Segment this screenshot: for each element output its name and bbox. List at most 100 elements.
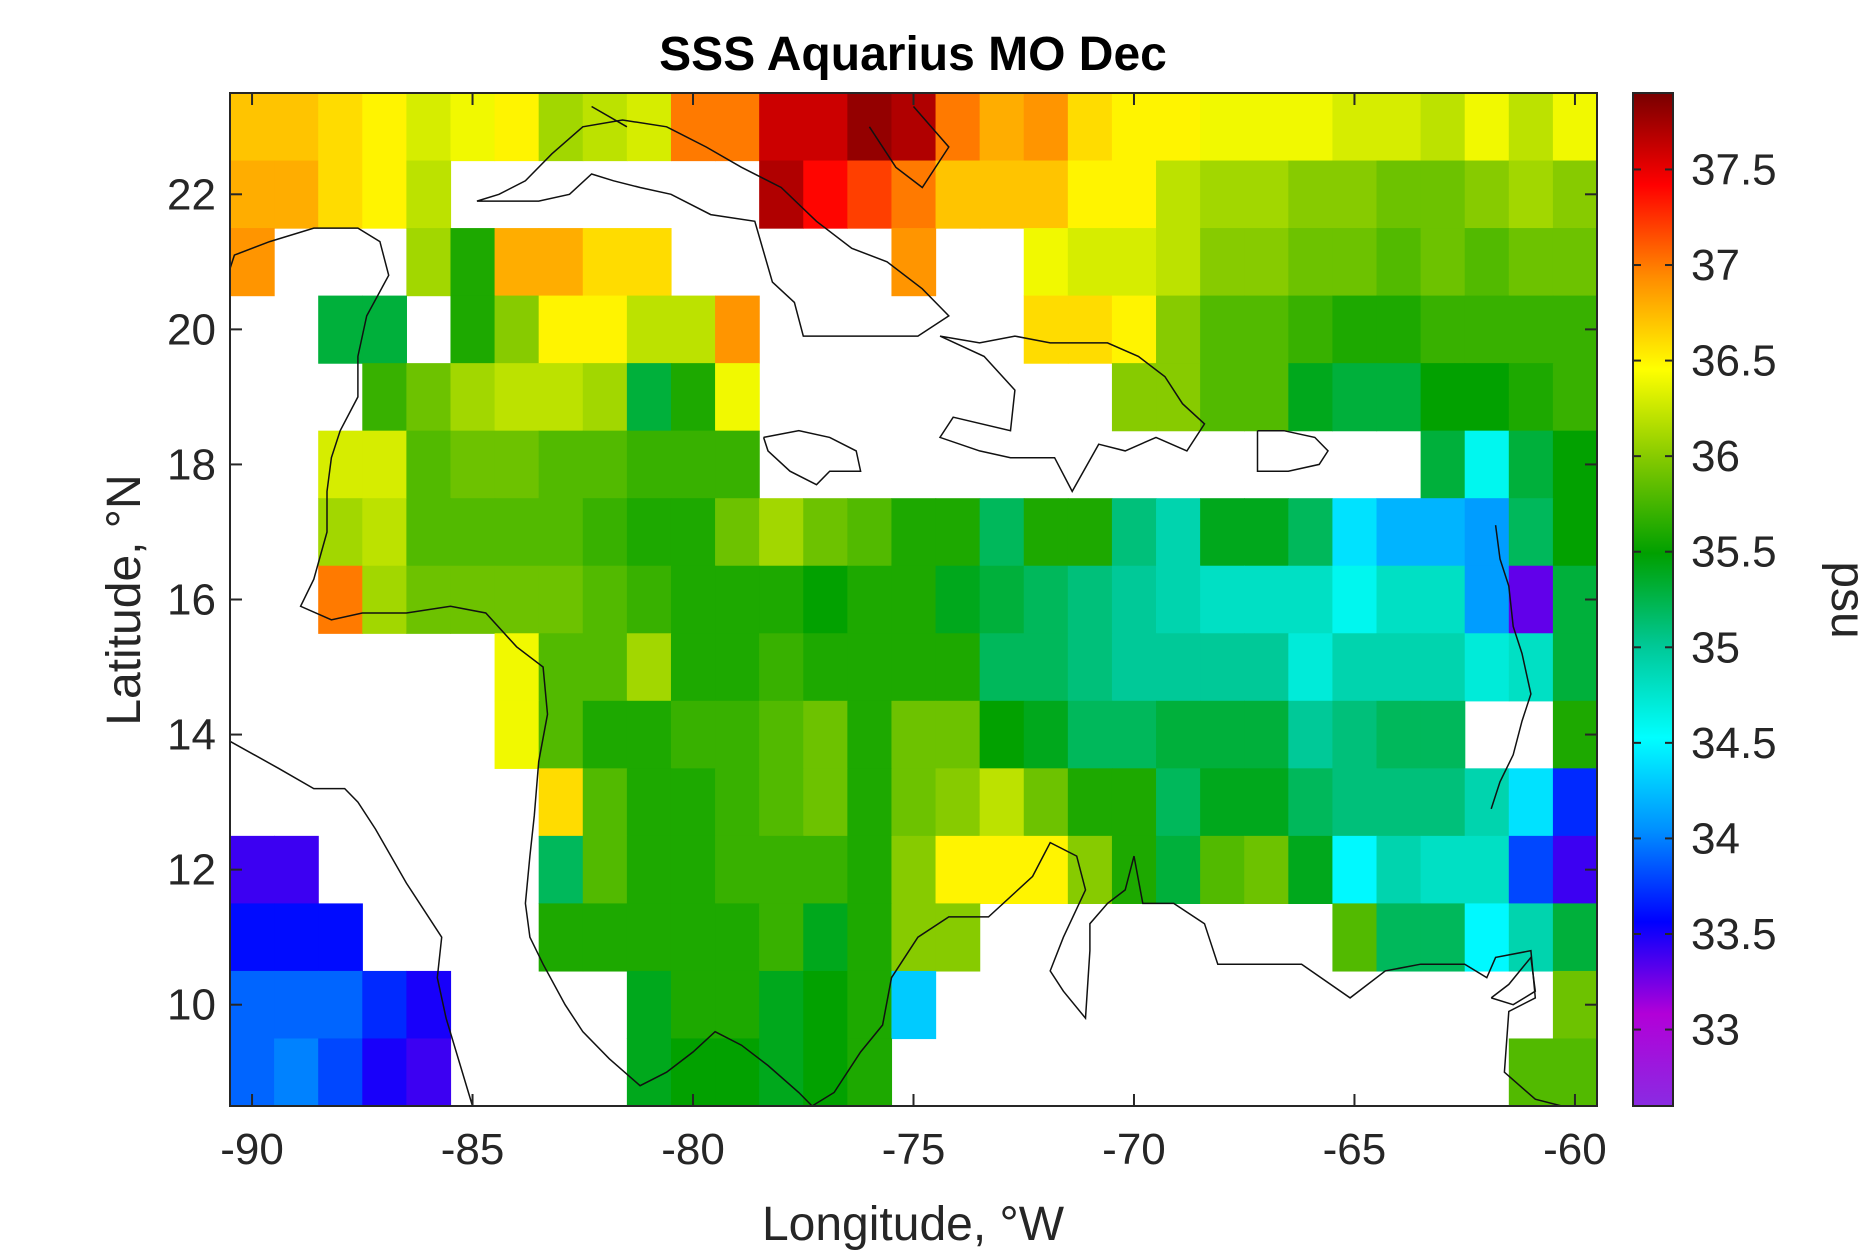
heatmap-cell: [318, 160, 363, 229]
heatmap-cell: [891, 700, 937, 769]
heatmap-cell: [715, 700, 760, 769]
heatmap-cell: [891, 835, 937, 904]
heatmap-cell: [318, 93, 363, 162]
heatmap-cell: [715, 363, 760, 432]
heatmap-cell: [538, 93, 584, 162]
heatmap-cell: [847, 970, 893, 1040]
heatmap-cell: [1200, 700, 1245, 769]
heatmap-cell: [979, 835, 1025, 904]
heatmap-cell: [935, 835, 981, 904]
heatmap-cell: [626, 633, 672, 702]
heatmap-cell: [1067, 768, 1113, 837]
colorbar-ticks: 33 33.5 34 34.5 35 35.5 36 36.5 37 37.5: [1633, 145, 1777, 1055]
heatmap-cell: [1464, 835, 1510, 904]
heatmap-cell: [670, 363, 716, 432]
heatmap-cell: [494, 93, 540, 162]
heatmap-cell: [1464, 363, 1510, 432]
heatmap-cell: [1156, 295, 1201, 364]
heatmap-cell: [1464, 565, 1510, 634]
heatmap-cell: [979, 700, 1025, 769]
heatmap-cell: [759, 160, 804, 229]
chart-title: SSS Aquarius MO Dec: [659, 28, 1167, 81]
heatmap-cell: [1156, 565, 1201, 634]
heatmap-cell: [803, 835, 848, 904]
heatmap-cell: [1420, 903, 1466, 972]
heatmap-cell: [847, 835, 893, 904]
heatmap-cell: [1508, 498, 1554, 567]
heatmap-cell: [1023, 295, 1069, 364]
heatmap-cell: [1420, 93, 1466, 162]
heatmap-cell: [1464, 903, 1510, 972]
heatmap-cell: [1376, 633, 1422, 702]
heatmap-cell: [626, 295, 672, 364]
heatmap-cell: [715, 498, 760, 567]
coastline-outline: [229, 105, 1562, 1107]
heatmap-cell: [406, 498, 452, 567]
heatmap-cell: [715, 633, 760, 702]
heatmap-cell: [1376, 498, 1422, 567]
heatmap-cell: [582, 835, 628, 904]
heatmap-cell: [1244, 700, 1289, 769]
heatmap-cell: [759, 565, 804, 634]
heatmap-cell: [1376, 700, 1422, 769]
heatmap-cell: [1420, 295, 1466, 364]
heatmap-cell: [1111, 363, 1157, 432]
heatmap-cell: [1244, 93, 1289, 162]
y-tick-label: 10: [167, 981, 216, 1030]
heatmap-cell: [891, 228, 937, 297]
heatmap-cell: [1420, 835, 1466, 904]
heatmap-cell: [979, 498, 1025, 567]
heatmap-cell: [582, 228, 628, 297]
heatmap-cell: [626, 363, 672, 432]
heatmap-cell: [1332, 835, 1378, 904]
heatmap-cell: [715, 565, 760, 634]
heatmap-cell: [1332, 295, 1378, 364]
heatmap-cell: [274, 835, 319, 904]
heatmap-cell: [450, 295, 496, 364]
heatmap-cell: [1508, 835, 1554, 904]
heatmap-cell: [626, 565, 672, 634]
heatmap-cell: [362, 295, 407, 364]
heatmap-cell: [1111, 565, 1157, 634]
heatmap-cell: [1111, 498, 1157, 567]
heatmap-cell: [670, 768, 716, 837]
heatmap-cell: [1420, 633, 1466, 702]
heatmap-cell: [1156, 835, 1201, 904]
heatmap-cell: [582, 93, 628, 162]
heatmap-cell: [1552, 768, 1598, 837]
colorbar-tick-label: 34.5: [1691, 719, 1777, 768]
heatmap-cell: [450, 565, 496, 634]
heatmap-cell: [1244, 498, 1289, 567]
heatmap-cell: [1244, 565, 1289, 634]
heatmap-cell: [1200, 160, 1245, 229]
heatmap-cell: [891, 633, 937, 702]
heatmap-cell: [759, 970, 804, 1040]
heatmap-cell: [1288, 835, 1334, 904]
heatmap-cell: [1023, 835, 1069, 904]
heatmap-cell: [1156, 228, 1201, 297]
heatmap-cell: [1332, 633, 1378, 702]
heatmap-cell: [670, 835, 716, 904]
x-tick-label: -75: [882, 1125, 946, 1174]
heatmap-cell: [362, 498, 407, 567]
heatmap-cell: [1288, 498, 1334, 567]
heatmap-cell: [1067, 228, 1113, 297]
x-tick-label: -60: [1543, 1125, 1607, 1174]
heatmap-cell: [1420, 498, 1466, 567]
heatmap-cell: [1156, 633, 1201, 702]
coastline-segment: [229, 740, 474, 1107]
heatmap-cell: [891, 160, 937, 229]
heatmap-cell: [1464, 295, 1510, 364]
heatmap-cell: [494, 295, 540, 364]
coastline-segment: [229, 227, 813, 1107]
heatmap-cell: [1508, 160, 1554, 229]
x-tick-label: -70: [1102, 1125, 1166, 1174]
heatmap-cell: [538, 430, 584, 499]
heatmap-cell: [582, 700, 628, 769]
heatmap-cell: [1200, 93, 1245, 162]
heatmap-cell: [935, 565, 981, 634]
heatmap-cell: [1376, 768, 1422, 837]
heatmap-cell: [670, 498, 716, 567]
heatmap-cell: [1288, 700, 1334, 769]
y-tick-label: 20: [167, 305, 216, 354]
